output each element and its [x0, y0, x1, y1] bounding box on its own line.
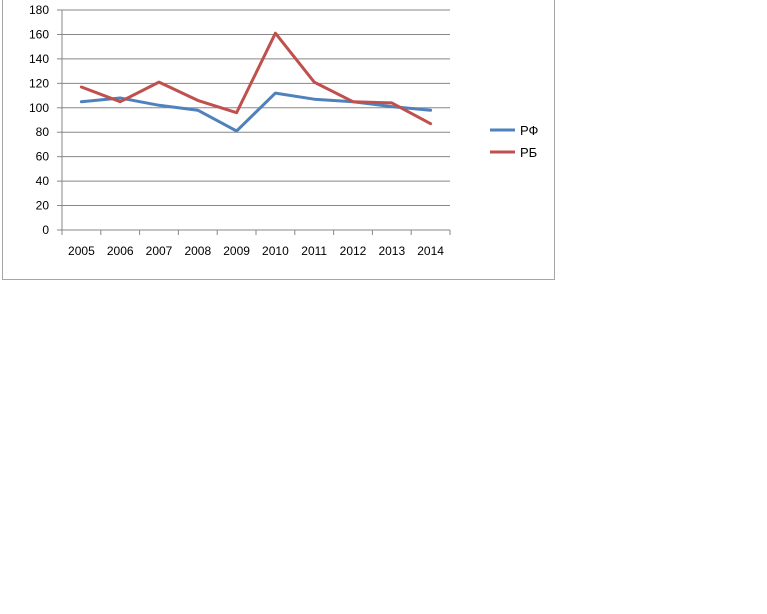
y-tick-label: 100 [29, 101, 49, 115]
x-tick-label: 2007 [146, 244, 173, 258]
y-tick-label: 0 [42, 223, 49, 237]
y-tick-label: 80 [36, 125, 50, 139]
legend-label: РБ [520, 145, 537, 160]
y-tick-label: 160 [29, 27, 49, 41]
x-tick-label: 2013 [378, 244, 405, 258]
x-tick-label: 2010 [262, 244, 289, 258]
grid-lines [62, 9, 450, 207]
y-tick-label: 40 [36, 174, 50, 188]
x-tick-label: 2008 [184, 244, 211, 258]
x-tick-label: 2012 [340, 244, 367, 258]
series-line-2 [79, 31, 433, 126]
chart-frame [2, 0, 555, 280]
x-tick-label: 2005 [68, 244, 95, 258]
x-tick-label: 2011 [301, 244, 327, 258]
series-line-1 [79, 91, 433, 133]
legend: РФ РБ [490, 123, 539, 160]
axes [57, 9, 451, 235]
y-tick-label: 140 [29, 52, 49, 66]
legend-label: РФ [520, 123, 539, 138]
x-tick-label: 2006 [107, 244, 134, 258]
y-tick-labels: 0 20 40 60 80 100 120 140 160 180 [29, 3, 49, 237]
x-tick-label: 2009 [223, 244, 250, 258]
y-tick-label: 20 [36, 199, 50, 213]
y-tick-label: 180 [29, 3, 49, 17]
x-tick-label: 2014 [417, 244, 444, 258]
y-tick-label: 60 [36, 150, 50, 164]
series-lines [79, 31, 433, 133]
y-tick-label: 120 [29, 76, 49, 90]
x-tick-labels: 2005 2006 2007 2008 2009 2010 2011 2012 2013 2014 [68, 244, 444, 258]
